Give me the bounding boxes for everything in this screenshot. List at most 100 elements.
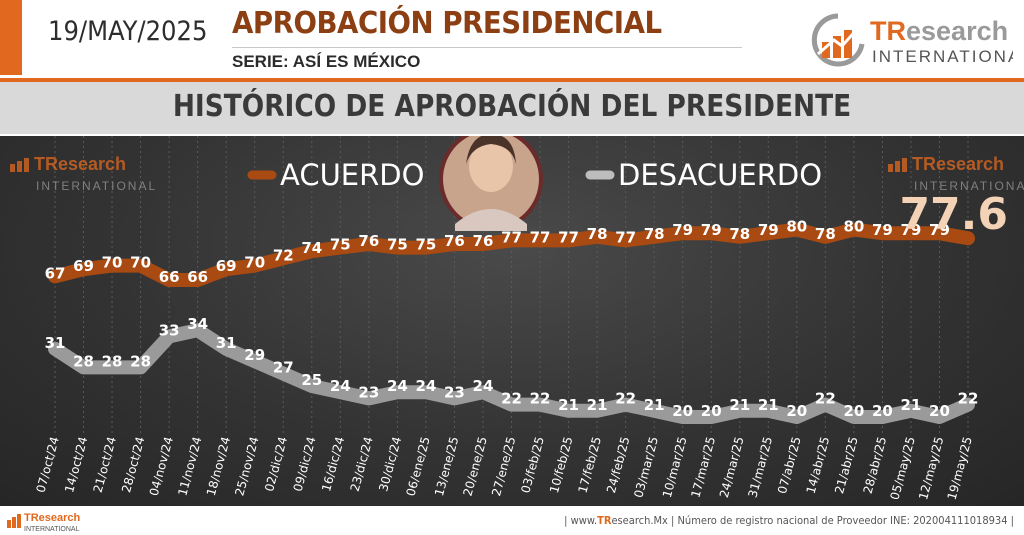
x-tick-label: 27/ene/25	[489, 435, 518, 498]
x-tick-label: 03/feb/25	[518, 435, 546, 495]
legend-label-desacuerdo: DESACUERDO	[618, 158, 822, 192]
x-tick-label: 18/nov/24	[204, 435, 233, 497]
bar-chart-arrow-icon	[888, 164, 893, 172]
data-label: 70	[244, 254, 265, 272]
x-tick-label: 12/may/25	[916, 435, 946, 501]
watermark-logo: TResearch INTERNATIONAL	[10, 154, 155, 193]
chart-title: HISTÓRICO DE APROBACIÓN DEL PRESIDENTE	[172, 89, 852, 124]
x-tick-label: 20/ene/25	[461, 435, 490, 498]
data-label: 20	[929, 402, 950, 420]
data-label: 79	[872, 221, 893, 239]
data-label: 23	[444, 383, 465, 401]
data-label: 78	[815, 225, 836, 243]
data-label: 24	[330, 377, 351, 395]
data-label: 34	[187, 315, 208, 333]
watermark-logo: TResearch INTERNATIONAL	[888, 154, 1024, 193]
watermark-brand: TResearch	[34, 154, 126, 174]
x-tick-label: 04/nov/24	[147, 435, 176, 497]
data-label: 28	[102, 352, 123, 370]
data-label: 78	[587, 225, 608, 243]
bar-chart-arrow-icon	[7, 514, 21, 528]
bar-chart-arrow-icon	[811, 13, 865, 67]
x-tick-label: 17/mar/25	[688, 435, 718, 499]
x-tick-label: 17/feb/25	[575, 435, 603, 495]
x-tick-label: 25/nov/24	[232, 435, 261, 497]
portrait-hair	[466, 136, 516, 164]
bar-chart-arrow-icon	[895, 161, 900, 172]
footer-prefix: | www.	[564, 514, 598, 527]
x-tick-label: 14/oct/24	[62, 435, 90, 494]
data-label: 21	[558, 396, 579, 414]
data-label: 77	[501, 228, 522, 246]
data-label: 79	[929, 221, 950, 239]
bar-chart-arrow-icon	[17, 161, 22, 172]
x-tick-label: 03/mar/25	[631, 435, 661, 499]
data-label: 22	[615, 390, 636, 408]
x-tick-label: 05/may/25	[888, 435, 918, 501]
data-label: 76	[358, 232, 379, 250]
data-label: 74	[301, 239, 322, 257]
header-bar: 19/MAY/2025 APROBACIÓN PRESIDENCIAL SERI…	[0, 0, 1024, 82]
watermark-sub: INTERNATIONAL	[914, 179, 1024, 193]
data-label: 20	[786, 402, 807, 420]
portrait-shoulders	[455, 209, 527, 231]
page-subtitle: SERIE: ASÍ ES MÉXICO	[232, 52, 421, 71]
data-label: 66	[187, 268, 208, 286]
x-tick-label: 23/dic/24	[348, 435, 376, 493]
data-label: 79	[672, 221, 693, 239]
footer: TResearch INTERNATIONAL | www.TResearch.…	[0, 507, 1024, 535]
x-tick-label: 14/abr/25	[804, 435, 833, 495]
x-tick-label: 09/dic/24	[291, 435, 319, 493]
data-label: 78	[729, 225, 750, 243]
footer-site-rest: esearch.Mx | Número de registro nacional…	[611, 514, 1014, 527]
data-label: 21	[644, 396, 665, 414]
x-tick-label: 10/feb/25	[547, 435, 575, 495]
data-label: 20	[843, 402, 864, 420]
series-line-desacuerdo	[48, 323, 975, 424]
data-label: 69	[216, 257, 237, 275]
data-label: 33	[159, 321, 180, 339]
chart-area: TResearch INTERNATIONAL TResearch INTERNATI…	[0, 136, 1024, 506]
data-label: 21	[758, 396, 779, 414]
footer-logo-sub: INTERNATIONAL	[24, 526, 80, 533]
data-label: 21	[587, 396, 608, 414]
footer-site-brand: TR	[597, 514, 612, 527]
x-tick-label: 10/mar/25	[660, 435, 690, 499]
data-label: 80	[786, 218, 807, 236]
bar-chart-arrow-icon	[902, 158, 907, 172]
data-label: 21	[901, 396, 922, 414]
approval-line-chart: TResearch INTERNATIONAL TResearch INTERNATI…	[10, 136, 1024, 501]
portrait-face	[469, 140, 513, 192]
data-label: 69	[73, 257, 94, 275]
data-label: 70	[130, 254, 151, 272]
x-tick-label: 24/mar/25	[717, 435, 747, 499]
data-label: 22	[530, 390, 551, 408]
series-line-acuerdo	[48, 222, 975, 287]
svg-text:INTERNATIONAL: INTERNATIONAL	[872, 47, 1013, 66]
data-label: 76	[473, 232, 494, 250]
x-tick-label: 16/dic/24	[319, 435, 347, 493]
data-label: 24	[387, 377, 408, 395]
report-date: 19/MAY/2025	[48, 16, 208, 47]
data-label: 22	[815, 390, 836, 408]
data-label: 31	[216, 334, 237, 352]
watermark-brand: TResearch	[912, 154, 1004, 174]
data-label: 77	[558, 228, 579, 246]
data-label: 20	[872, 402, 893, 420]
bar-chart-arrow-icon	[24, 158, 29, 172]
x-tick-label: 24/feb/25	[604, 435, 632, 495]
data-label: 79	[901, 221, 922, 239]
data-label: 22	[958, 390, 979, 408]
data-label: 29	[244, 346, 265, 364]
x-tick-label: 31/mar/25	[745, 435, 775, 499]
x-tick-label: 11/nov/24	[175, 435, 204, 497]
x-tick-label: 02/dic/24	[262, 435, 290, 493]
data-label: 79	[701, 221, 722, 239]
data-label: 66	[159, 268, 180, 286]
data-label: 77	[615, 228, 636, 246]
data-label: 77	[530, 228, 551, 246]
data-label: 67	[45, 264, 66, 282]
x-tick-label: 28/oct/24	[119, 435, 147, 494]
data-label: 23	[358, 383, 379, 401]
x-tick-label: 28/abr/25	[861, 435, 890, 495]
